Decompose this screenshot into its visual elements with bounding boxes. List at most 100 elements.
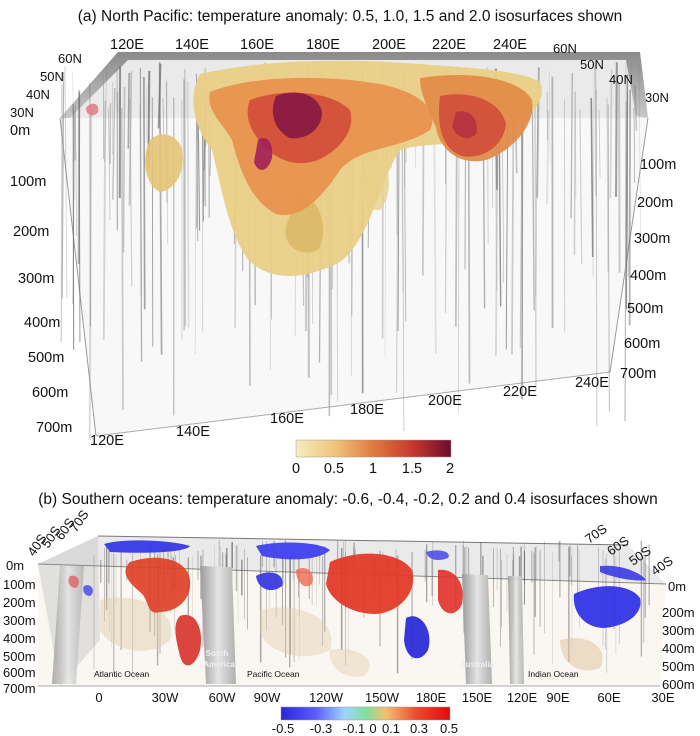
depth-right-300m: 300m [634,231,670,247]
depth-streak [592,62,595,277]
lon-bottom-180e: 180E [350,402,384,418]
colorbar-b-tick-0: 0 [369,721,376,736]
b-lon-120e: 120E [507,690,538,705]
lon-top-180e: 180E [306,37,340,53]
depth-streak [627,92,629,277]
b-lon-60w: 60W [209,690,236,705]
depth-right-200m: 200m [637,195,673,211]
depth-streak [570,73,573,219]
region-atlantic: Atlantic Ocean [94,669,150,679]
lon-bottom-240e: 240E [575,375,609,391]
depth-left-0m: 0m [10,123,30,139]
b-depth-right-600m: 600m [662,677,695,692]
colorbar-a-tick-0: 0 [292,461,300,477]
colorbar-b-tick-neg0-3: -0.3 [310,721,332,736]
depth-streak [108,108,111,220]
depth-left-600m: 600m [32,385,68,401]
b-depth-left-100m: 100m [3,577,36,592]
b-depth-left-600m: 600m [3,665,36,680]
panel-a-title: (a) North Pacific: temperature anomaly: … [78,8,623,25]
depth-left-700m: 700m [36,420,72,436]
depth-streak [618,82,621,273]
b-lon-30w: 30W [152,690,179,705]
lat-right-40n: 40N [609,72,633,87]
lon-top-220e: 220E [432,37,466,53]
panel-a-isosurfaces [86,60,542,277]
depth-streak [194,76,197,354]
b-lon-0: 0 [95,690,102,705]
b-depth-left-200m: 200m [3,595,36,610]
b-lon-150w: 150W [365,690,400,705]
depth-streak [609,69,613,199]
depth-streak [579,109,583,265]
depth-right-600m: 600m [624,336,660,352]
lon-top-240e: 240E [493,37,527,53]
depth-left-500m: 500m [28,350,64,366]
colorbar-a-tick-1: 1 [369,461,377,477]
depth-streak [638,62,641,241]
depth-streak [624,101,627,422]
lon-bottom-140e: 140E [176,424,210,440]
b-depth-right-300m: 300m [662,623,695,638]
depth-streak [64,66,68,298]
panel-a-bottom-lon-labels: 120E 140E 160E 180E 200E 220E 240E [90,375,609,449]
depth-streak [433,110,437,354]
b-lon-90e: 90E [546,690,569,705]
depth-streak [158,62,163,355]
region-indian: Indian Ocean [528,669,579,679]
b-lon-30e: 30E [651,690,674,705]
depth-streak [128,71,133,206]
panel-a-left-lat-labels: 60N 50N 40N 30N [10,51,82,120]
colorbar-a-bar [295,439,452,458]
depth-streak [112,87,116,200]
panel-b-region-labels: Atlantic Ocean South America Pacific Oce… [94,649,579,679]
panel-a-colorbar: 0 0.5 1 1.5 2 [292,439,454,477]
depth-streak [615,62,618,197]
colorbar-b-tick-0-5: 0.5 [440,721,458,736]
panel-b-isosurfaces [68,540,646,677]
australia-block [462,574,492,684]
depth-streak [186,81,190,328]
colorbar-b-tick-0-1: 0.1 [382,721,400,736]
panel-a-top-lon-labels: 120E 140E 160E 180E 200E 220E 240E [110,37,527,53]
panel-a-left-depth-labels: 0m 100m 200m 300m 400m 500m 600m 700m [10,123,72,436]
depth-right-400m: 400m [630,268,666,284]
lat-right-50n: 50N [580,57,604,72]
b-lon-150e: 150E [462,690,493,705]
depth-streak [139,104,142,297]
depth-right-500m: 500m [627,301,663,317]
lon-bottom-200e: 200E [428,393,462,409]
depth-streak [531,102,535,311]
lon-top-120e: 120E [110,37,144,53]
panel-b-title: (b) Southern oceans: temperature anomaly… [38,491,657,508]
lon-top-200e: 200E [372,37,406,53]
depth-streak [145,86,148,143]
lat-right-30n: 30N [645,90,669,105]
depth-streak [102,100,107,340]
depth-streak [122,86,126,253]
depth-streak [104,67,107,163]
depth-streak [546,110,550,205]
lon-bottom-160e: 160E [270,411,304,427]
depth-streak [89,82,91,327]
colorbar-b-tick-neg0-1: -0.1 [343,721,365,736]
depth-streak [534,99,537,391]
depth-streak [606,97,609,272]
depth-streak [72,103,75,350]
b-depth-right-200m: 200m [662,605,695,620]
lat-right-60n: 60N [553,41,577,56]
depth-streak [573,91,577,255]
depth-streak [143,76,146,310]
panel-b-colorbar: -0.5 -0.3 -0.1 0 0.1 0.3 0.5 [272,706,458,736]
lon-top-140e: 140E [175,37,209,53]
depth-streak [535,92,539,295]
panel-b-bottom-lon-labels: 0 30W 60W 90W 120W 150W 180E 150E 120E 9… [95,690,675,705]
panel-b-right-depth-labels: 0m 200m 300m 400m 500m 600m [662,579,695,692]
depth-right-700m: 700m [620,366,656,382]
depth-streak [634,85,638,132]
depth-streak [73,106,77,161]
panel-b-landmasses [52,566,524,684]
colorbar-b-tick-neg0-5: -0.5 [272,721,294,736]
